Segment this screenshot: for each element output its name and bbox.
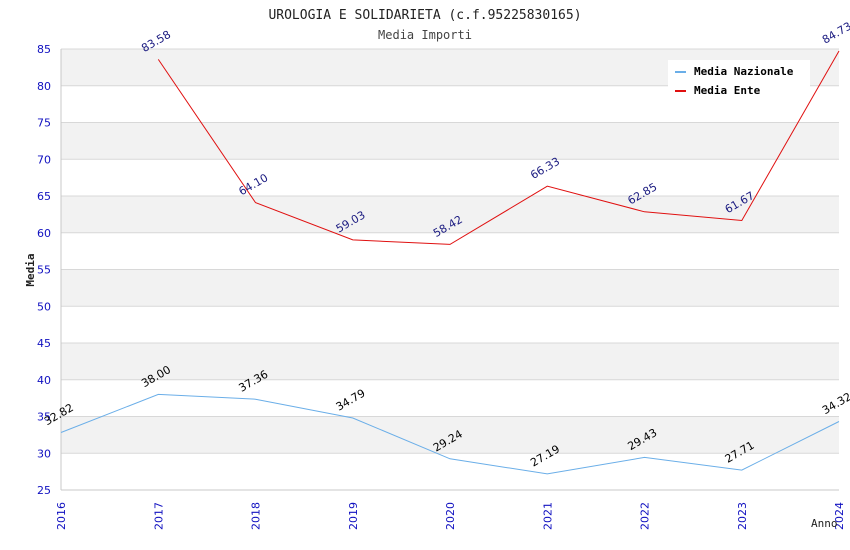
y-tick-label: 50 [37,300,51,313]
data-label: 34.79 [334,387,368,414]
grid-band [61,122,839,160]
y-tick-label: 25 [37,484,51,497]
y-tick-label: 85 [37,43,51,56]
y-axis-ticks: 25 30 35 40 45 50 55 60 65 70 75 80 85 [37,43,51,497]
series-lines [60,50,840,475]
grid-band [61,269,839,307]
chart-title: UROLOGIA E SOLIDARIETA (c.f.95225830165) [268,8,581,23]
series-line-0 [60,393,840,475]
series-line-1 [157,50,840,245]
legend-box [668,60,810,100]
x-axis-label: Anno [811,517,838,530]
x-axis-ticks: 2016 2017 2018 2019 2020 2021 2022 2023 2024 [55,502,846,530]
x-tick-label: 2019 [347,502,360,530]
legend-label: Media Ente [694,84,761,97]
x-tick-label: 2021 [541,502,554,530]
y-tick-label: 65 [37,190,51,203]
grid-lines [61,48,839,491]
y-tick-label: 70 [37,153,51,166]
data-label: 84.73 [820,20,850,47]
y-tick-label: 75 [37,117,51,130]
x-tick-label: 2023 [736,502,749,530]
legend: Media Nazionale Media Ente [668,60,810,100]
x-tick-label: 2024 [833,502,846,530]
grid-band [61,416,839,454]
y-tick-label: 55 [37,264,51,277]
legend-label: Media Nazionale [694,65,794,78]
x-tick-label: 2017 [152,502,165,530]
data-label: 64.10 [237,171,271,198]
chart-subtitle: Media Importi [378,28,472,42]
x-tick-label: 2022 [639,502,652,530]
y-tick-label: 45 [37,337,51,350]
grid-bands [61,49,839,454]
x-tick-label: 2020 [444,502,457,530]
y-axis-label: Media [24,253,37,286]
grid-band [61,343,839,380]
grid-band [61,196,839,233]
y-tick-label: 40 [37,374,51,387]
data-label: 34.32 [820,390,850,417]
y-tick-label: 30 [37,447,51,460]
y-tick-label: 80 [37,80,51,93]
x-tick-label: 2018 [250,502,263,530]
y-tick-label: 35 [37,411,51,424]
x-tick-label: 2016 [55,502,68,530]
y-tick-label: 60 [37,227,51,240]
